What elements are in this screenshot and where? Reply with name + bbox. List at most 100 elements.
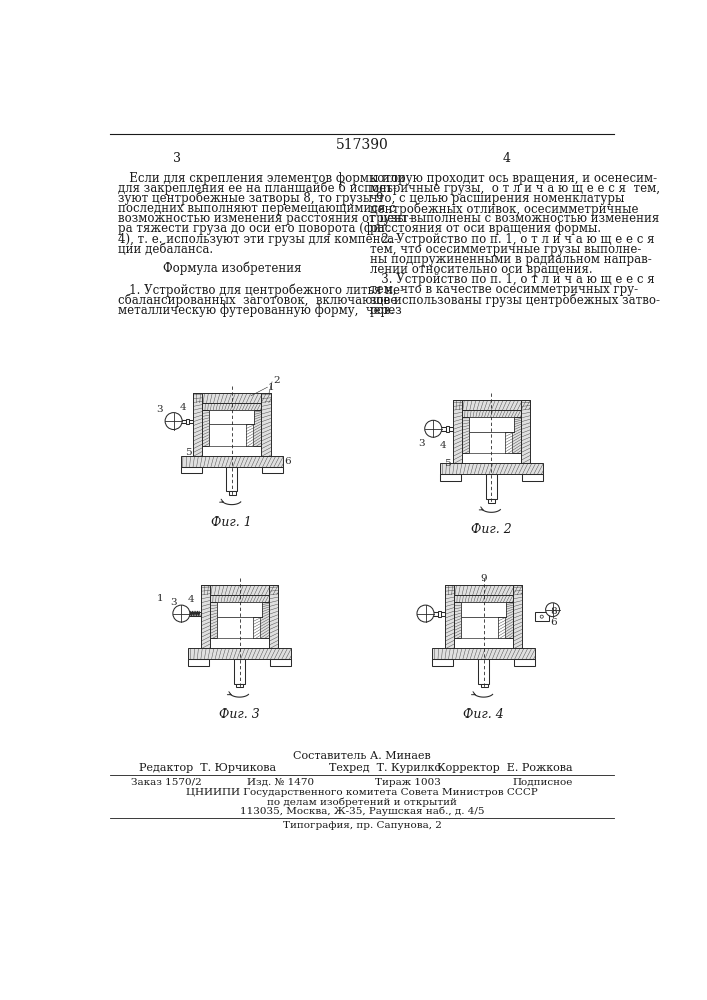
Text: Типография, пр. Сапунова, 2: Типография, пр. Сапунова, 2 <box>283 821 441 830</box>
Polygon shape <box>433 648 534 659</box>
Text: 3: 3 <box>170 598 177 607</box>
Text: 6: 6 <box>550 618 557 627</box>
Polygon shape <box>521 400 530 463</box>
Text: Заказ 1570/2: Заказ 1570/2 <box>131 778 201 787</box>
Bar <box>534 612 549 621</box>
Bar <box>438 611 441 617</box>
Text: 9: 9 <box>480 574 487 583</box>
Text: Составитель А. Минаев: Составитель А. Минаев <box>293 751 431 761</box>
Bar <box>228 491 235 495</box>
Polygon shape <box>188 648 291 659</box>
Polygon shape <box>445 585 522 595</box>
Text: зуют центробежные затворы 8, то грузы 9: зуют центробежные затворы 8, то грузы 9 <box>118 192 383 205</box>
Text: ЦНИИПИ Государственного комитета Совета Министров СССР: ЦНИИПИ Государственного комитета Совета … <box>186 788 538 797</box>
Text: 4: 4 <box>180 403 186 412</box>
Bar <box>217 617 260 638</box>
Bar <box>440 474 461 481</box>
Text: 4: 4 <box>187 595 194 604</box>
Text: Изд. № 1470: Изд. № 1470 <box>247 778 315 787</box>
Polygon shape <box>193 393 202 456</box>
Bar <box>489 499 495 503</box>
Bar <box>522 474 542 481</box>
Text: 8: 8 <box>550 607 557 616</box>
Bar <box>174 420 193 423</box>
Circle shape <box>173 605 190 622</box>
Text: 4: 4 <box>439 441 446 450</box>
Text: которую проходит ось вращения, и осенесим-: которую проходит ось вращения, и осенеси… <box>370 172 657 185</box>
Text: ны подпружиненными в радиальном направ-: ны подпружиненными в радиальном направ- <box>370 253 651 266</box>
Text: 3: 3 <box>156 405 163 414</box>
Text: по делам изобретений и открытий: по делам изобретений и открытий <box>267 798 457 807</box>
Text: грузы выполнены с возможностью изменения: грузы выполнены с возможностью изменения <box>370 212 659 225</box>
Text: 4), т. е. используют эти грузы для компенса-: 4), т. е. используют эти грузы для компе… <box>118 233 398 246</box>
Bar <box>209 410 255 424</box>
Text: Фиг. 1: Фиг. 1 <box>211 516 252 529</box>
Polygon shape <box>452 400 462 463</box>
Text: тем, что в качестве осесимметричных гру-: тем, что в качестве осесимметричных гру- <box>370 283 638 296</box>
Bar <box>426 612 445 616</box>
Text: 5: 5 <box>445 459 451 468</box>
Text: для закрепления ее на планшайбе 6 исполь-: для закрепления ее на планшайбе 6 исполь… <box>118 182 397 195</box>
Bar <box>433 659 453 666</box>
Polygon shape <box>202 403 261 410</box>
Polygon shape <box>454 595 513 602</box>
Text: металлическую футерованную форму,  через: металлическую футерованную форму, через <box>118 304 402 317</box>
Polygon shape <box>210 595 269 602</box>
Polygon shape <box>454 602 461 638</box>
Bar <box>433 427 452 431</box>
Bar <box>461 602 506 617</box>
Text: 6: 6 <box>284 457 291 466</box>
Polygon shape <box>506 417 521 453</box>
Text: Тираж 1003: Тираж 1003 <box>375 778 441 787</box>
Text: ра тяжести груза до оси его поворота (фиг.: ра тяжести груза до оси его поворота (фи… <box>118 222 391 235</box>
Polygon shape <box>440 463 542 474</box>
Text: Фиг. 2: Фиг. 2 <box>471 523 512 536</box>
Bar <box>236 684 243 687</box>
Text: центробежных отливок, осесимметричные: центробежных отливок, осесимметричные <box>370 202 638 216</box>
Text: Корректор  Е. Рожкова: Корректор Е. Рожкова <box>437 763 573 773</box>
Text: ции дебаланса.: ции дебаланса. <box>118 243 213 256</box>
Bar <box>445 426 449 432</box>
Polygon shape <box>210 602 217 638</box>
Polygon shape <box>201 585 210 648</box>
Bar <box>209 424 252 446</box>
Text: 3: 3 <box>419 439 425 448</box>
Text: Редактор  Т. Юрчикова: Редактор Т. Юрчикова <box>139 763 276 773</box>
Text: Формула изобретения: Формула изобретения <box>163 261 302 275</box>
Text: 3. Устройство по п. 1, о т л и ч а ю щ е е с я: 3. Устройство по п. 1, о т л и ч а ю щ е… <box>370 273 654 286</box>
Bar <box>481 684 488 687</box>
Polygon shape <box>462 410 521 417</box>
Polygon shape <box>261 393 271 456</box>
Text: тем, что осесимметричные грузы выполне-: тем, что осесимметричные грузы выполне- <box>370 243 641 256</box>
Text: сбалансированных  заготовок,  включающее: сбалансированных заготовок, включающее <box>118 294 397 307</box>
Polygon shape <box>452 400 530 410</box>
Bar <box>182 612 201 616</box>
Text: что, с целью расширения номенклатуры: что, с целью расширения номенклатуры <box>370 192 624 205</box>
Text: возможностью изменения расстояния от цент-: возможностью изменения расстояния от цен… <box>118 212 412 225</box>
Bar <box>461 617 505 638</box>
Polygon shape <box>498 602 513 638</box>
Bar <box>486 474 497 499</box>
Text: 517390: 517390 <box>336 138 388 152</box>
Text: Если для скрепления элементов формы или: Если для скрепления элементов формы или <box>118 172 405 185</box>
Text: ров.: ров. <box>370 304 395 317</box>
Bar <box>478 659 489 684</box>
Text: метричные грузы,  о т л и ч а ю щ е е с я  тем,: метричные грузы, о т л и ч а ю щ е е с я… <box>370 182 660 195</box>
Polygon shape <box>269 585 279 648</box>
Text: 5: 5 <box>185 448 192 457</box>
Bar <box>186 419 189 424</box>
Circle shape <box>165 413 182 430</box>
Polygon shape <box>445 585 454 648</box>
Text: Техред  Т. Курилко: Техред Т. Курилко <box>329 763 440 773</box>
Polygon shape <box>513 585 522 648</box>
Bar <box>180 466 201 473</box>
Circle shape <box>417 605 434 622</box>
Text: зов использованы грузы центробежных затво-: зов использованы грузы центробежных затв… <box>370 294 660 307</box>
Polygon shape <box>462 417 469 453</box>
Text: 1: 1 <box>267 383 274 392</box>
Text: 2: 2 <box>274 376 280 385</box>
Text: расстояния от оси вращения формы.: расстояния от оси вращения формы. <box>370 222 601 235</box>
Bar <box>226 466 237 491</box>
Bar <box>469 432 513 453</box>
Bar <box>262 466 283 473</box>
